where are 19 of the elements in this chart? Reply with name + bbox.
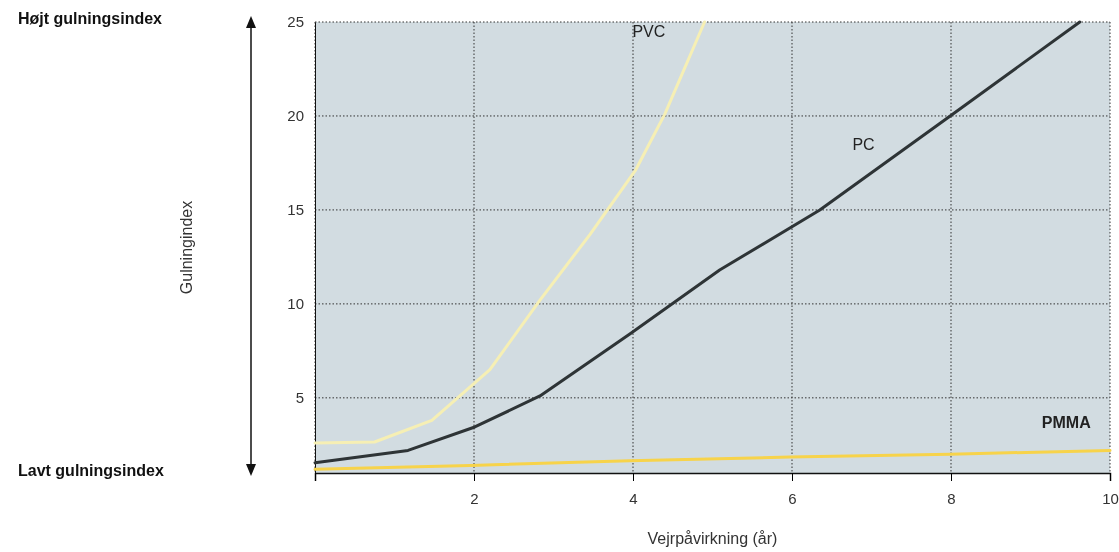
y-tick-label: 5: [295, 389, 304, 407]
x-tick-label: 6: [788, 489, 797, 507]
x-tick-label: 4: [629, 489, 638, 507]
y-tick-label: 20: [287, 107, 304, 125]
y-tick-label: 15: [287, 201, 304, 219]
series-label: PC: [852, 135, 875, 153]
text: Gulningindex: [178, 200, 195, 295]
text: Lavt gulningsindex: [18, 462, 164, 479]
line-series: [313, 448, 1112, 471]
x-axis-title: Vejrpåvirkning (år): [647, 530, 778, 547]
x-tick-label: 10: [1102, 489, 1119, 507]
text: Højt gulningsindex: [18, 10, 163, 27]
y-tick-label: 10: [287, 295, 304, 313]
line-series: [313, 20, 707, 445]
y-tick-label: 25: [287, 13, 304, 31]
series-label: PVC: [632, 23, 666, 41]
x-tick-label: 2: [470, 489, 479, 507]
series-label: PMMA: [1041, 413, 1092, 431]
x-tick-label: 8: [947, 489, 956, 507]
